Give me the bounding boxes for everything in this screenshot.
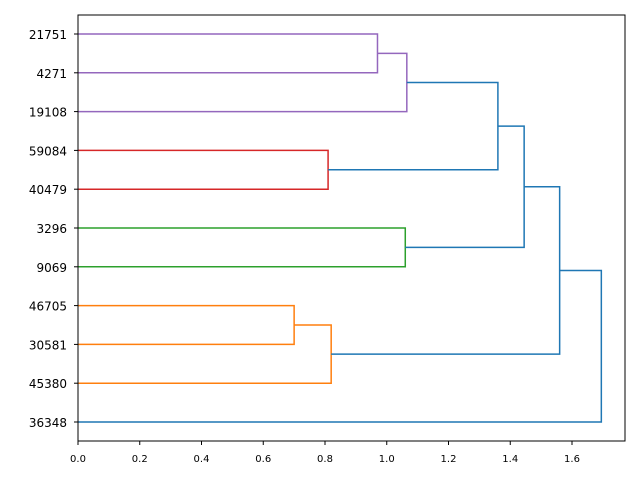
dendrogram-link-8: [331, 186, 561, 355]
x-tick-label: 1.0: [379, 454, 395, 465]
dendrogram-link-6: [78, 304, 295, 346]
leaf-label: 4271: [36, 67, 67, 81]
leaf-label: 36348: [29, 416, 67, 430]
leaf-label: 3296: [36, 222, 67, 236]
dendrogram-link-2: [78, 149, 329, 190]
x-tick-label: 0.6: [255, 454, 271, 465]
dendrogram-link-5: [405, 125, 525, 249]
leaf-label: 46705: [29, 300, 67, 314]
dendrogram-links: [78, 33, 603, 423]
x-tick-label: 0.2: [132, 454, 148, 465]
leaf-axis: 21751 4271 19108 59084 40479 3296 9069 46705 305…: [29, 28, 78, 430]
x-tick-label: 0.0: [70, 454, 86, 465]
leaf-label: 9069: [36, 261, 67, 275]
x-tick-label: 0.4: [194, 454, 210, 465]
leaf-label: 45380: [29, 377, 67, 391]
x-tick-label: 0.8: [317, 454, 333, 465]
x-tick-label: 1.2: [441, 454, 457, 465]
x-axis: 0.0 0.2 0.4 0.6 0.8 1.0 1.2 1.4 1.6: [70, 441, 580, 465]
leaf-label: 59084: [29, 144, 67, 158]
leaf-label: 30581: [29, 338, 67, 352]
dendrogram-link-0: [78, 33, 379, 74]
dendrogram-link-3: [328, 81, 499, 171]
leaf-label: 21751: [29, 28, 67, 42]
x-tick-label: 1.6: [564, 454, 580, 465]
x-tick-label: 1.4: [502, 454, 518, 465]
dendrogram-link-1: [78, 52, 408, 113]
dendrogram-link-7: [78, 324, 332, 384]
dendrogram-link-4: [78, 227, 407, 268]
dendrogram-link-9: [78, 269, 603, 423]
leaf-label: 40479: [29, 183, 67, 197]
leaf-label: 19108: [29, 106, 67, 120]
